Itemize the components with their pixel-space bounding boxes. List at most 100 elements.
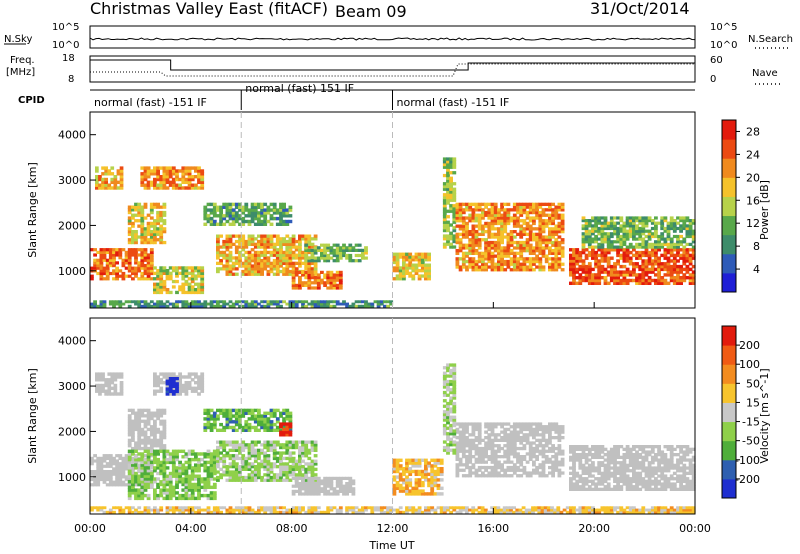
echo-cell — [118, 253, 123, 257]
echo-cell — [455, 262, 460, 266]
echo-cell — [458, 210, 463, 215]
nsky-label: N.Sky — [4, 34, 32, 45]
echo-cell — [298, 440, 302, 444]
echo-cell — [578, 264, 583, 269]
echo-cell — [200, 274, 205, 278]
echo-cell — [613, 221, 617, 225]
echo-cell — [458, 243, 463, 247]
echo-cell — [569, 256, 573, 260]
echo-cell — [663, 267, 668, 272]
echo-cell — [548, 265, 552, 269]
echo-cell — [392, 266, 397, 270]
echo-cell — [134, 419, 138, 423]
echo-cell — [578, 276, 583, 280]
echo-cell — [134, 213, 138, 217]
echo-cell — [307, 259, 312, 263]
echo-cell — [200, 285, 205, 289]
echo-cell — [159, 166, 164, 170]
echo-cell — [688, 226, 693, 231]
echo-cell — [493, 474, 498, 478]
echo-cell — [108, 454, 113, 458]
echo-cell — [500, 219, 504, 223]
echo-cell — [487, 216, 492, 220]
echo-cell — [266, 475, 271, 480]
echo-cell — [238, 245, 242, 249]
echo-cell — [370, 304, 375, 308]
echo-cell — [471, 438, 476, 442]
echo-cell — [124, 300, 129, 304]
echo-cell — [112, 459, 116, 463]
echo-cell — [253, 428, 258, 432]
echo-cell — [313, 454, 318, 458]
echo-cell — [436, 461, 441, 465]
echo-cell — [461, 425, 466, 429]
echo-cell — [578, 273, 583, 277]
echo-cell — [313, 448, 318, 452]
echo-cell — [288, 411, 293, 415]
echo-cell — [641, 281, 646, 285]
echo-cell — [313, 304, 318, 308]
echo-cell — [115, 274, 119, 278]
echo-cell — [168, 377, 173, 381]
echo-cell — [266, 259, 271, 263]
echo-cell — [143, 444, 148, 448]
echo-cell — [338, 253, 343, 258]
echo-cell — [616, 253, 620, 258]
echo-cell — [449, 182, 453, 186]
echo-cell — [143, 414, 148, 418]
echo-cell — [357, 300, 362, 304]
nsearch-tick-bottom: 10^0 — [710, 40, 737, 51]
echo-cell — [190, 288, 195, 292]
echo-cell — [509, 268, 514, 272]
echo-cell — [557, 243, 562, 247]
echo-cell — [178, 266, 182, 270]
echo-cell — [414, 486, 419, 490]
echo-cell — [104, 177, 108, 182]
echo-cell — [149, 216, 154, 220]
echo-cell — [156, 457, 160, 462]
echo-cell — [304, 492, 309, 496]
echo-cell — [257, 245, 261, 249]
echo-cell — [294, 445, 299, 450]
echo-cell — [140, 166, 145, 170]
echo-cell — [660, 262, 665, 266]
echo-cell — [171, 392, 176, 396]
echo-cell — [156, 232, 160, 236]
echo-cell — [551, 251, 555, 255]
echo-cell — [301, 261, 305, 265]
echo-cell — [269, 300, 274, 304]
echo-cell — [490, 246, 495, 250]
echo-cell — [666, 267, 671, 272]
echo-cell — [557, 230, 562, 234]
echo-cell — [113, 392, 118, 396]
echo-cell — [622, 259, 627, 263]
echo-cell — [669, 219, 674, 223]
echo-cell — [461, 210, 466, 215]
echo-cell — [313, 248, 318, 252]
echo-cell — [231, 478, 236, 482]
echo-cell — [101, 383, 105, 388]
echo-cell — [310, 465, 315, 469]
echo-cell — [461, 227, 466, 231]
echo-cell — [285, 467, 290, 471]
echo-cell — [171, 177, 176, 182]
echo-cell — [165, 449, 170, 453]
echo-cell — [244, 459, 249, 463]
echo-cell — [260, 237, 264, 241]
echo-cell — [165, 482, 170, 487]
echo-cell — [219, 208, 223, 212]
echo-cell — [635, 219, 639, 223]
echo-cell — [424, 274, 428, 278]
echo-cell — [168, 488, 173, 492]
echo-cell — [247, 237, 252, 241]
echo-cell — [228, 245, 233, 249]
echo-cell — [506, 219, 511, 223]
echo-cell — [616, 281, 620, 285]
echo-cell — [153, 372, 157, 376]
echo-cell — [288, 414, 293, 418]
echo-cell — [143, 493, 148, 498]
echo-cell — [143, 266, 148, 270]
echo-cell — [181, 449, 186, 453]
echo-cell — [219, 205, 223, 209]
